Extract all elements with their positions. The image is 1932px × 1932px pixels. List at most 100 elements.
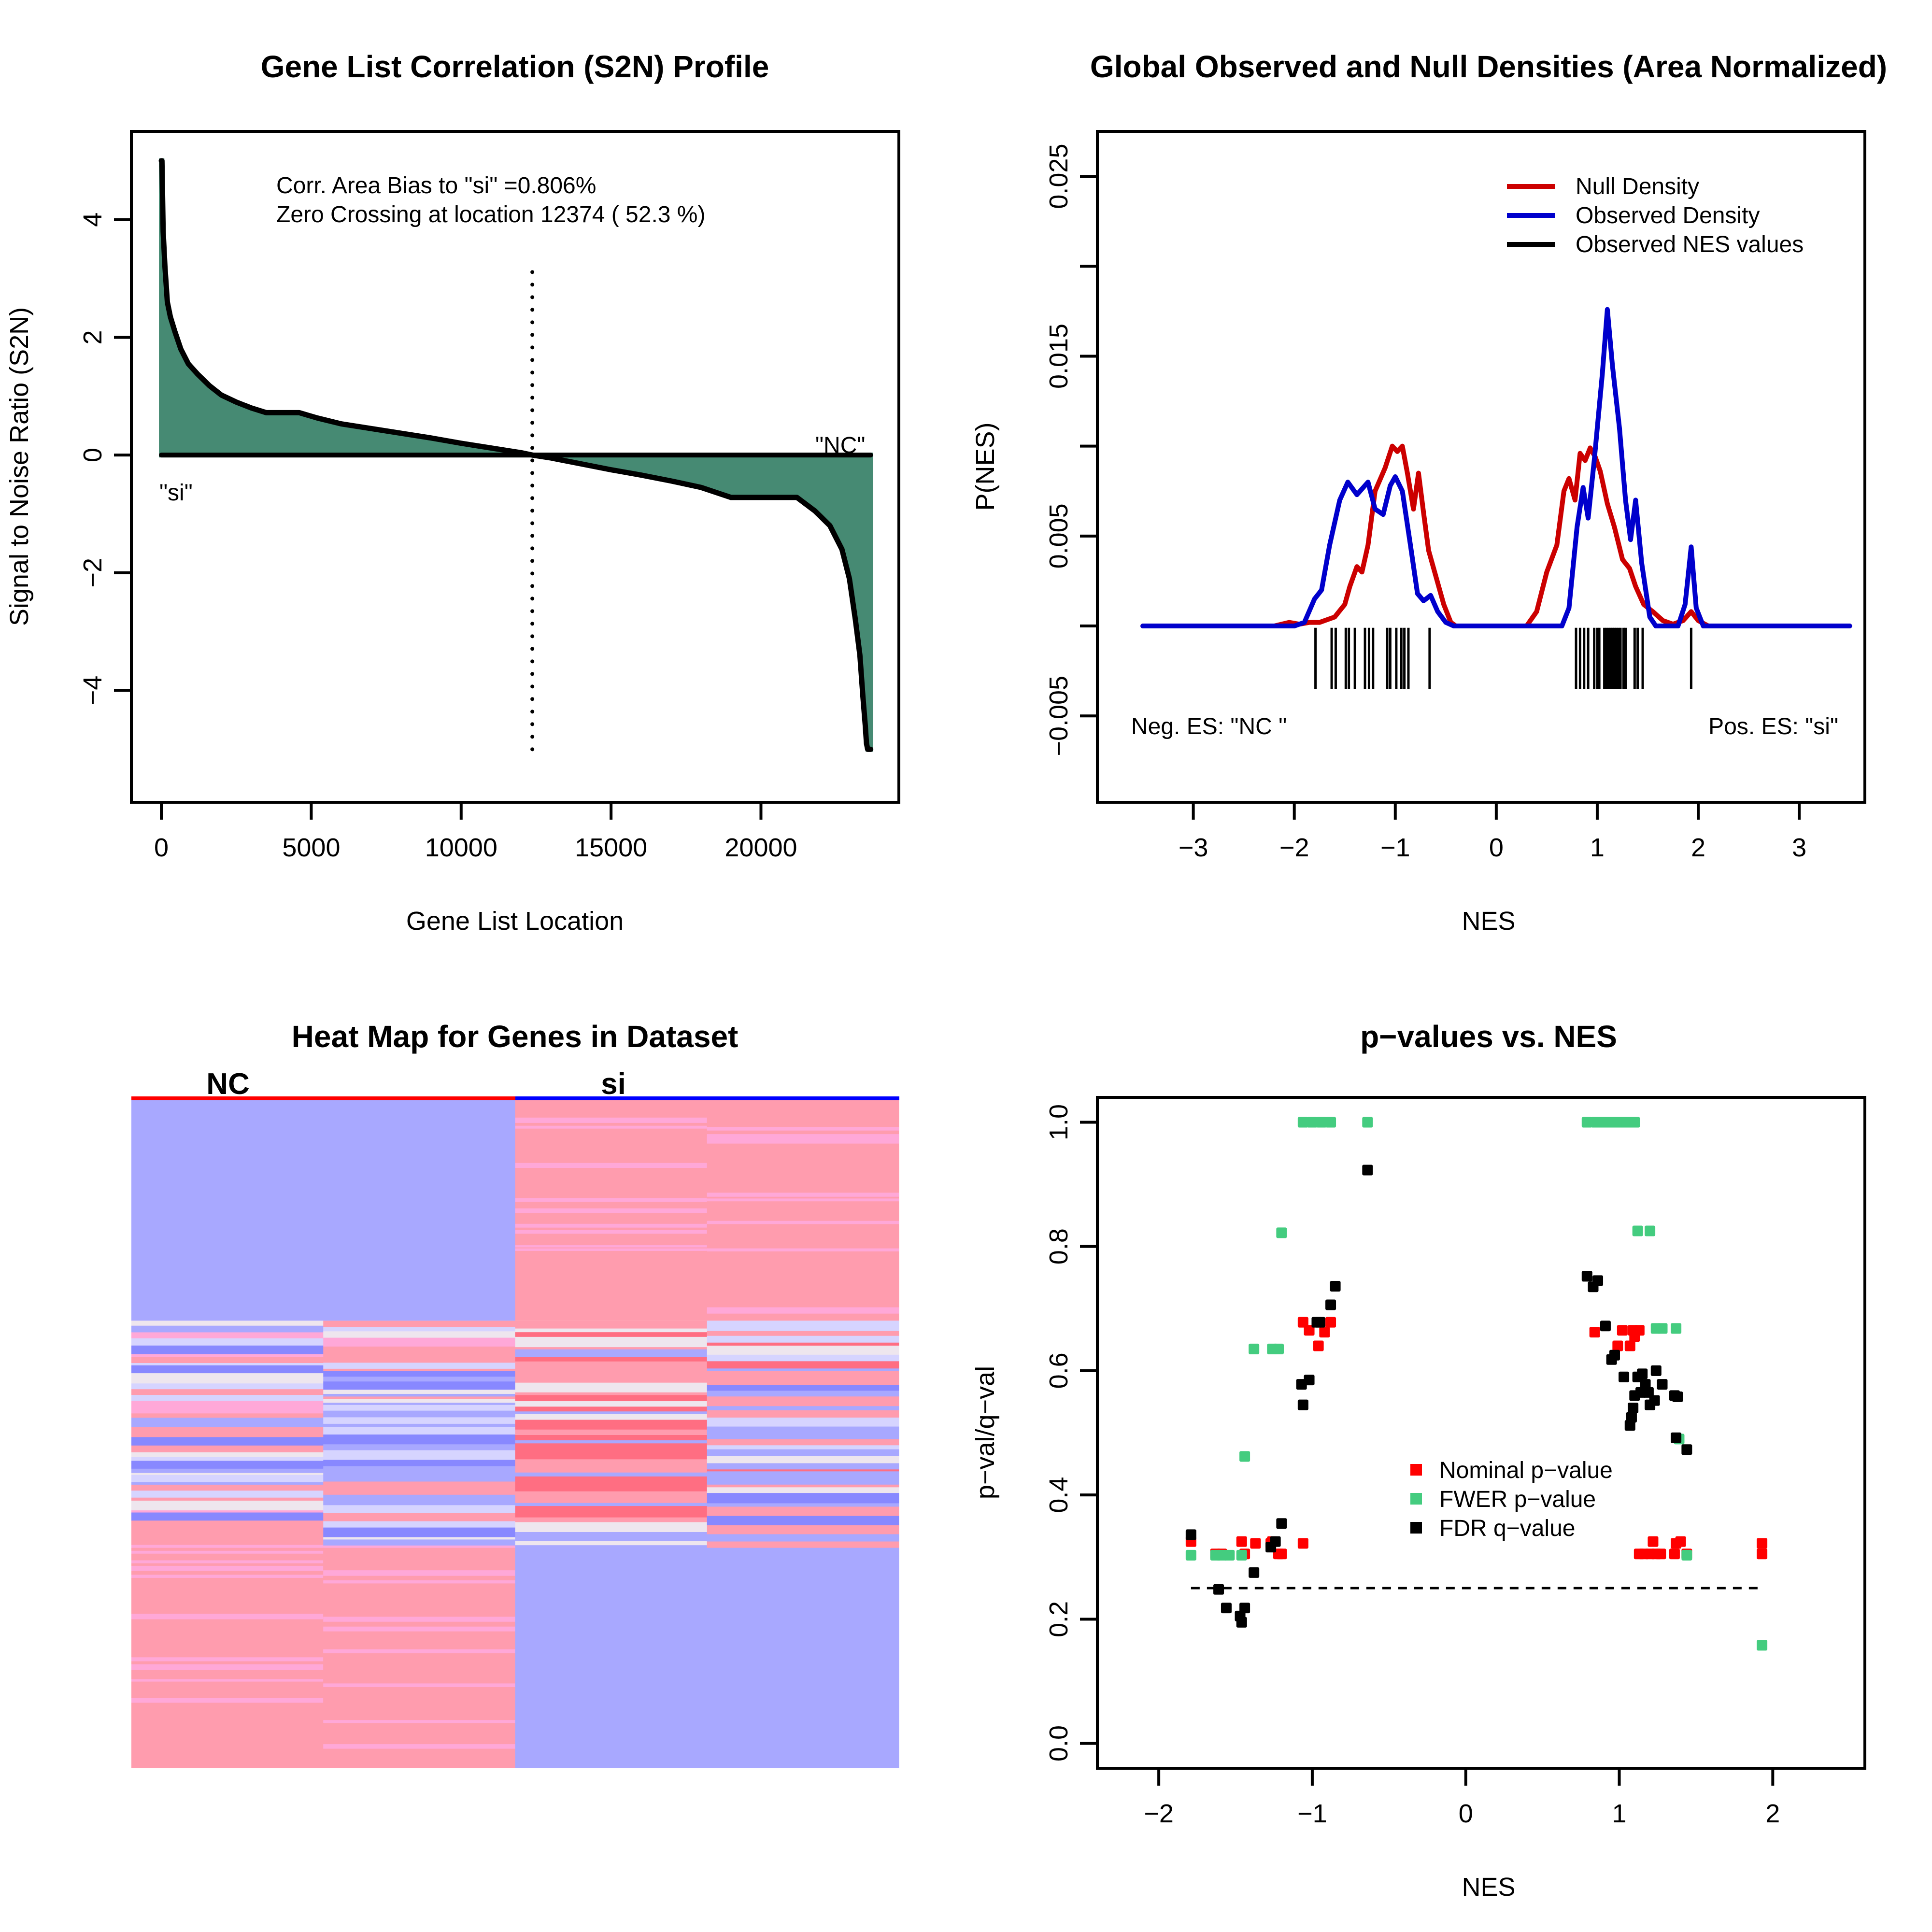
heatmap-row-cell: [515, 1506, 708, 1514]
legend-fwer-swatch: [1410, 1493, 1422, 1505]
s2n-profile-line: [158, 158, 874, 752]
legend-fwer-label: FWER p−value: [1439, 1487, 1596, 1512]
fdr-q-point: [1239, 1603, 1250, 1614]
pvalue-plot-frame: [1096, 1096, 1866, 1770]
fwer-p-point: [1632, 1225, 1643, 1236]
heatmap-row-cell: [515, 1414, 708, 1421]
heatmap-row-cell: [131, 1500, 324, 1511]
heatmap-row-cell: [131, 1427, 324, 1437]
heatmap-row-cell: [131, 1473, 324, 1476]
heatmap-stripe: [515, 1223, 707, 1228]
heatmap-row-cell: [131, 1497, 324, 1501]
nominal-p-point: [1655, 1548, 1666, 1560]
heatmap-row-cell: [131, 1365, 324, 1374]
fwer-p-point: [1249, 1343, 1260, 1354]
heatmap-row-cell: [131, 1484, 324, 1491]
heatmap-row-cell: [131, 1532, 324, 1536]
heatmap-block: [707, 1100, 899, 1321]
heatmap-stripe: [707, 1311, 899, 1314]
heatmap-row-cell: [323, 1334, 515, 1338]
legend-nes-values-label: Observed NES values: [1576, 232, 1804, 257]
heatmap-row-cell: [323, 1494, 515, 1506]
nominal-p-point: [1304, 1325, 1315, 1336]
nominal-p-point: [1634, 1325, 1645, 1336]
s2n-y-tick-label: 0: [78, 448, 107, 462]
heatmap-row-cell: [707, 1342, 899, 1346]
density-x-tick-label: −1: [1380, 833, 1410, 862]
heatmap-row-cell: [323, 1537, 515, 1540]
heatmap-row-cell: [707, 1449, 899, 1457]
heatmap-stripe: [707, 1198, 899, 1202]
heatmap-stripe: [707, 1248, 899, 1251]
nominal-p-point: [1757, 1538, 1768, 1549]
heatmap-row-cell: [515, 1500, 708, 1504]
fwer-p-point: [1671, 1323, 1682, 1334]
nominal-p-point: [1669, 1548, 1680, 1560]
pvalue-y-tick-label: 0.4: [1044, 1477, 1073, 1513]
fwer-p-point: [1325, 1117, 1336, 1128]
heatmap-row-cell: [323, 1399, 515, 1403]
heatmap-row-cell: [323, 1393, 515, 1397]
heatmap-row-cell: [515, 1532, 708, 1541]
fdr-q-point: [1624, 1420, 1635, 1431]
s2n-si-label: "si": [159, 480, 193, 506]
s2n-y-tick-label: 2: [78, 330, 107, 344]
heatmap-row-cell: [707, 1345, 899, 1355]
heatmap-row-cell: [323, 1350, 515, 1358]
heatmap-row-cell: [131, 1520, 324, 1529]
fdr-q-point: [1362, 1165, 1373, 1176]
heatmap-row-cell: [323, 1417, 515, 1424]
fdr-q-point: [1213, 1584, 1224, 1595]
pvalue-y-tick-label: 0.0: [1044, 1725, 1073, 1762]
nominal-p-point: [1236, 1536, 1247, 1547]
heatmap-row-cell: [707, 1525, 899, 1533]
heatmap-row-cell: [323, 1450, 515, 1460]
pvalue-y-axis-label: p−val/q−val: [971, 1366, 1000, 1499]
heatmap-row-cell: [707, 1516, 899, 1526]
heatmap-stripe: [707, 1137, 899, 1144]
null-density-line: [1140, 443, 1852, 629]
heatmap-stripe: [707, 1193, 899, 1197]
heatmap-row-cell: [131, 1325, 324, 1329]
fwer-p-point: [1273, 1343, 1284, 1354]
legend-nominal-swatch: [1410, 1464, 1422, 1476]
pvalue-plot-area: [1185, 1117, 1768, 1651]
heatmap-row-cell: [707, 1371, 899, 1377]
nominal-p-point: [1589, 1327, 1600, 1338]
density-neg-es-label: Neg. ES: "NC ": [1131, 714, 1287, 739]
heatmap-stripe: [323, 1650, 515, 1653]
heatmap-row-cell: [515, 1353, 708, 1357]
heatmap-row-cell: [323, 1444, 515, 1451]
heatmap-row-cell: [323, 1423, 515, 1427]
density-y-tick-label: 0.025: [1044, 144, 1073, 209]
heatmap-stripe: [131, 1575, 324, 1578]
panel-pvalues-vs-nes: p−values vs. NES −2 −1 0 1 2 0.0 0.2 0.4 0.6 0.8 1…: [971, 1019, 1866, 1902]
heatmap-row-cell: [515, 1347, 708, 1350]
fdr-q-point: [1650, 1365, 1662, 1376]
s2n-plot-frame: [130, 130, 900, 804]
heatmap-row-cell: [131, 1405, 324, 1414]
heatmap-row-cell: [131, 1401, 324, 1406]
heatmap-stripe: [131, 1679, 324, 1682]
heatmap-row-cell: [131, 1545, 324, 1548]
legend-observed-label: Observed Density: [1576, 203, 1760, 228]
heatmap-block: [515, 1548, 708, 1768]
density-x-axis-label: NES: [1462, 907, 1515, 936]
heatmap-row-cell: [323, 1346, 515, 1350]
heatmap-row-cell: [515, 1443, 708, 1453]
heatmap-row-cell: [515, 1378, 708, 1383]
heatmap-row-cell: [323, 1434, 515, 1445]
heatmap-stripe: [707, 1127, 899, 1131]
heatmap-stripe: [515, 1198, 707, 1202]
heatmap-row-cell: [323, 1381, 515, 1390]
density-x-tick-label: −2: [1279, 833, 1309, 862]
fdr-q-point: [1657, 1379, 1668, 1390]
nominal-p-point: [1313, 1340, 1324, 1351]
nominal-p-point: [1624, 1340, 1635, 1351]
heatmap-row-cell: [131, 1461, 324, 1469]
heatmap-row-cell: [707, 1456, 899, 1463]
fdr-q-point: [1649, 1395, 1660, 1406]
fwer-p-point: [1681, 1549, 1692, 1561]
heatmap-stripe: [515, 1125, 707, 1129]
